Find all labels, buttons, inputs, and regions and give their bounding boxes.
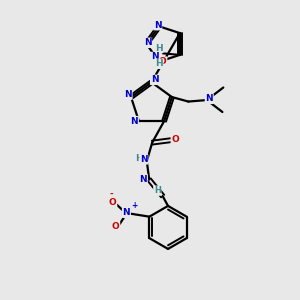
Text: O: O bbox=[112, 222, 119, 231]
Text: O: O bbox=[159, 57, 167, 66]
Text: N: N bbox=[123, 208, 130, 217]
Text: N: N bbox=[154, 21, 161, 30]
Text: N: N bbox=[140, 155, 148, 164]
Text: H: H bbox=[135, 154, 142, 163]
Text: N: N bbox=[151, 52, 159, 62]
Text: N: N bbox=[140, 175, 147, 184]
Text: O: O bbox=[109, 198, 116, 207]
Text: +: + bbox=[131, 201, 138, 210]
Text: N: N bbox=[151, 75, 158, 84]
Text: N: N bbox=[130, 117, 138, 126]
Text: H: H bbox=[155, 59, 163, 68]
Text: N: N bbox=[144, 38, 152, 47]
Text: H: H bbox=[155, 44, 163, 52]
Text: N: N bbox=[124, 90, 132, 99]
Text: O: O bbox=[171, 135, 179, 144]
Text: H: H bbox=[154, 186, 161, 195]
Text: N: N bbox=[206, 94, 213, 103]
Text: -: - bbox=[109, 190, 113, 199]
